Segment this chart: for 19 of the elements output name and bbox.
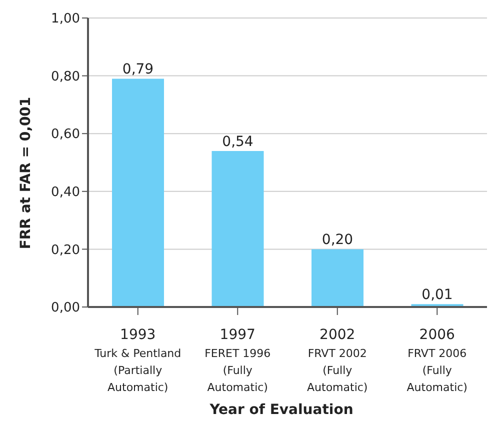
data-label: 0,01 [422,287,453,304]
x-axis-title: Year of Evaluation [208,402,354,418]
x-tick-label: 2002 FRVT 2002 (Fully Automatic) [307,327,368,394]
data-label: 0,54 [222,134,254,150]
y-tick-label: 1,00 [51,12,80,27]
x-tick-label: 1993 Turk & Pentland (Partially Automatic) [94,327,182,394]
y-tick-label: 0,20 [51,242,80,258]
data-label: 0,20 [322,232,354,248]
x-tick-label: 1997 FERET 1996 (Fully Automatic) [204,327,271,394]
y-tick-label: 0,40 [51,185,80,200]
x-tick-label: 2006 FRVT 2006 (Fully Automatic) [406,327,468,394]
bar [212,150,264,307]
y-tick-label: 0,00 [51,300,80,316]
data-label: 0,79 [122,62,154,78]
y-tick-label: 0,80 [51,69,80,84]
bar [312,249,364,307]
y-axis-title: FRR at FAR = 0,001 [18,96,34,250]
y-tick-label: 0,60 [51,127,80,142]
bar [112,78,164,307]
